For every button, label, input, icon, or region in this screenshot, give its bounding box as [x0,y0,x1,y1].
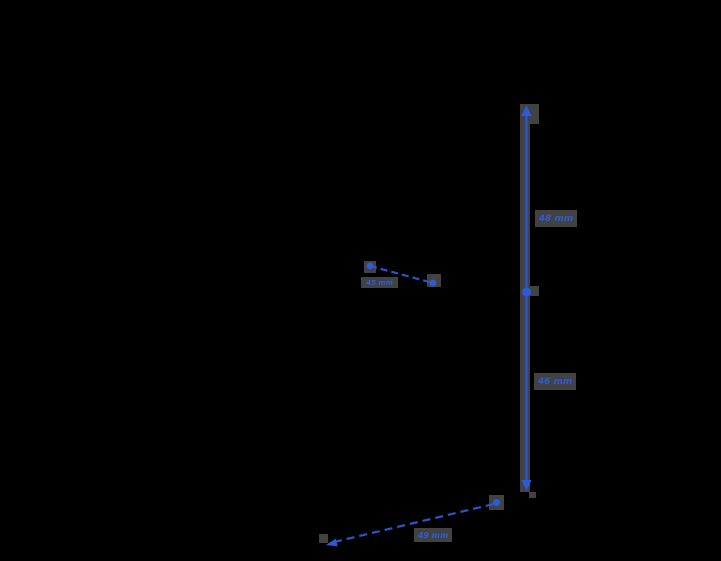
dimension-label-vertical-lower[interactable]: 46 mm [534,373,576,390]
vertical-dimension-highlight [520,104,530,492]
inference-marker-arrow-end [319,534,328,543]
bottom-measure-line[interactable] [319,495,504,547]
endpoint-handle-left[interactable] [366,262,374,270]
arrow-up-icon [521,105,532,116]
arrow-left-icon [326,538,338,547]
middle-measure-line[interactable] [364,261,441,287]
midpoint-handle[interactable] [522,287,531,297]
dimension-label-middle[interactable]: 45 mm [361,277,398,288]
inference-marker-top [529,104,539,124]
dimension-label-bottom[interactable]: 49 mm [414,528,452,542]
endpoint-handle-right[interactable] [429,279,437,287]
vertical-dimension[interactable] [520,104,539,498]
arrow-down-icon [521,480,532,491]
inference-marker-mid [530,286,539,296]
inference-marker-bottom [529,492,536,498]
bottom-measure-dashed-line[interactable] [333,502,495,544]
endpoint-handle[interactable] [492,498,501,507]
dimension-label-vertical-upper[interactable]: 48 mm [535,210,577,227]
